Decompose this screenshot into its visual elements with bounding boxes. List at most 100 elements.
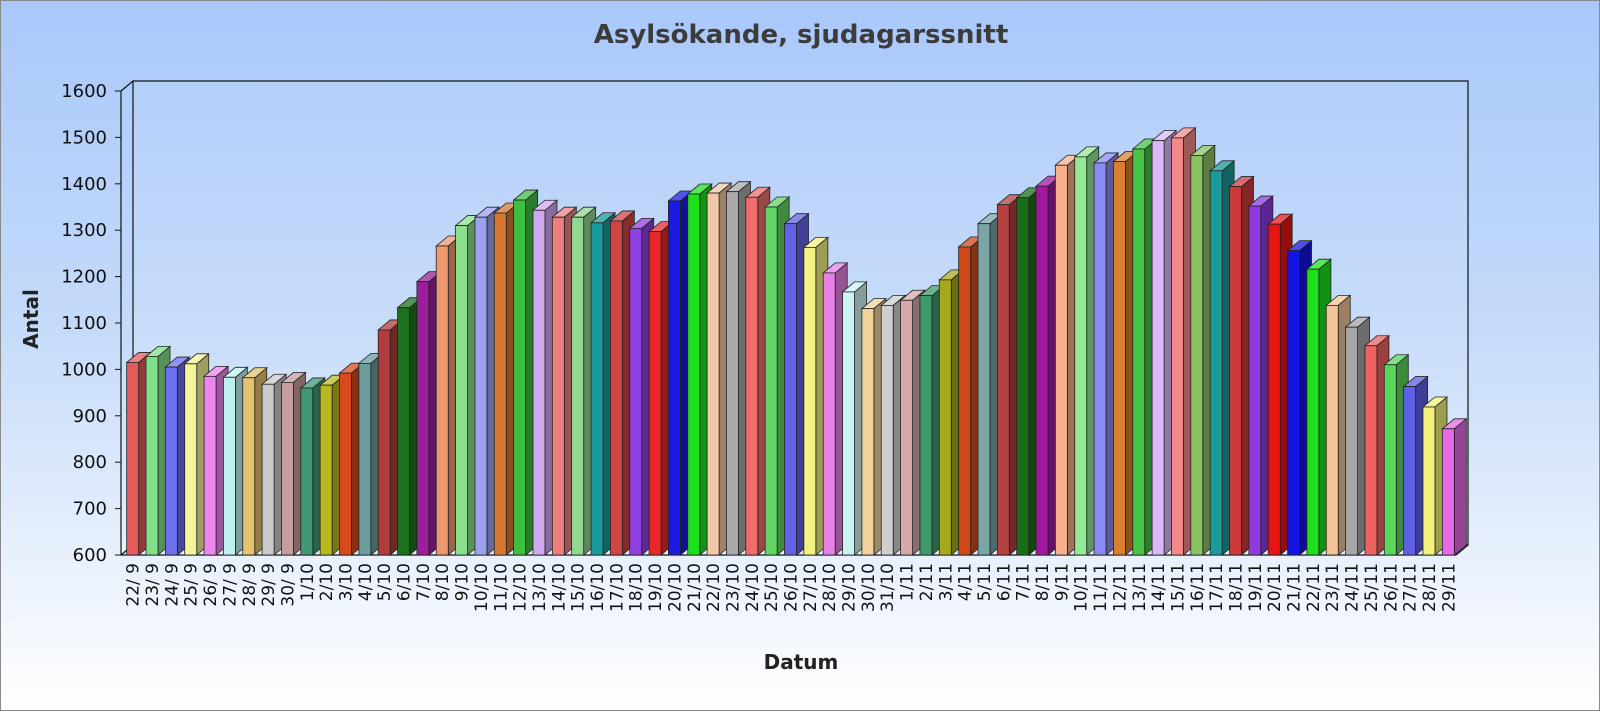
x-tick-label: 27/10 (801, 563, 821, 612)
bar-front (784, 223, 797, 556)
x-tick-label: 20/10 (665, 563, 685, 612)
bar-front (513, 199, 527, 556)
y-tick-label: 1200 (61, 267, 107, 288)
x-tick-label: 24/10 (743, 563, 763, 612)
bar-front (861, 308, 875, 556)
x-axis-label: Datum (764, 650, 839, 674)
bar-front (1345, 326, 1358, 556)
bar-front (339, 372, 352, 556)
bar-front (223, 376, 236, 556)
x-tick-label: 3/11 (936, 563, 956, 601)
x-tick-label: 19/11 (1246, 563, 1266, 612)
bar-front (493, 212, 507, 556)
y-tick-label: 1600 (61, 81, 107, 102)
x-tick-label: 27/ 9 (220, 563, 240, 607)
x-tick-label: 2/10 (317, 563, 337, 601)
x-tick-label: 21/10 (685, 563, 705, 612)
x-tick-label: 25/10 (762, 563, 782, 612)
x-tick-label: 1/11 (898, 563, 918, 601)
chart-title: Asylsökande, sjudagarssnitt (594, 20, 1009, 50)
x-tick-label: 18/10 (627, 563, 647, 612)
x-tick-label: 28/ 9 (240, 563, 260, 607)
bar-front (474, 216, 488, 556)
x-tick-label: 31/10 (878, 563, 898, 612)
y-tick-label: 900 (73, 406, 107, 427)
x-tick-label: 10/11 (1072, 563, 1092, 612)
bar-front (1113, 161, 1126, 556)
x-tick-label: 26/ 9 (201, 563, 221, 607)
x-tick-label: 16/11 (1188, 563, 1208, 612)
x-tick-label: 8/10 (433, 563, 453, 601)
bar-front (242, 377, 256, 556)
bar-front (958, 246, 972, 556)
x-tick-label: 23/ 9 (143, 563, 163, 607)
x-tick-label: 14/10 (549, 563, 569, 612)
x-tick-label: 1/10 (298, 563, 318, 601)
bar (1441, 417, 1468, 556)
bar-front (184, 363, 198, 556)
x-tick-label: 10/10 (472, 563, 492, 612)
bar-front (1016, 197, 1030, 556)
x-tick-label: 15/11 (1168, 563, 1188, 612)
x-tick-label: 8/11 (1033, 563, 1053, 601)
x-tick-label: 21/11 (1285, 563, 1305, 612)
y-tick-label: 1000 (61, 359, 107, 380)
x-tick-label: 17/10 (607, 563, 627, 612)
x-tick-label: 5/10 (375, 563, 395, 601)
bar-front (668, 200, 681, 556)
x-tick-label: 15/10 (569, 563, 589, 612)
bar-front (551, 216, 565, 556)
x-tick-label: 13/10 (530, 563, 550, 612)
bar-front (126, 362, 140, 556)
bar-side (1453, 417, 1467, 556)
x-tick-label: 28/11 (1420, 563, 1440, 612)
x-tick-label: 30/10 (859, 563, 879, 612)
x-tick-label: 9/10 (453, 563, 473, 601)
x-tick-label: 4/10 (356, 563, 376, 601)
bar-front (609, 220, 623, 556)
x-tick-label: 22/ 9 (124, 563, 144, 607)
bar-front (822, 272, 836, 556)
bar-front (803, 246, 817, 556)
bar-front (358, 362, 372, 556)
x-tick-label: 5/11 (975, 563, 995, 601)
x-tick-label: 29/ 9 (259, 563, 279, 607)
x-tick-label: 7/11 (1014, 563, 1034, 601)
x-tick-label: 22/10 (704, 563, 724, 612)
bar-front (377, 329, 391, 556)
y-tick-label: 1400 (61, 174, 107, 195)
bar-front (1151, 140, 1165, 556)
bar-front (532, 209, 546, 556)
x-tick-label: 16/10 (588, 563, 608, 612)
bar-front (590, 222, 604, 556)
y-tick-label: 1300 (61, 220, 107, 241)
bar-front (1209, 170, 1223, 556)
bar-front (1054, 164, 1068, 556)
x-tick-label: 19/10 (646, 563, 666, 612)
bar-front (1267, 223, 1281, 556)
bar-front (648, 231, 662, 556)
bar-front (938, 279, 952, 556)
x-tick-label: 18/11 (1227, 563, 1247, 612)
x-tick-label: 7/10 (414, 563, 434, 601)
bar-front (706, 192, 720, 556)
y-tick-label: 600 (73, 545, 107, 566)
x-tick-label: 22/11 (1304, 563, 1324, 612)
bars (125, 127, 1468, 556)
bar-front (1035, 185, 1049, 556)
y-axis-label: Antal (19, 289, 43, 349)
x-tick-label: 30/ 9 (278, 563, 298, 607)
y-axis-ticks: 600 700 800 900 1000 1100 1200 1300 1400 1500 1600 (61, 81, 121, 566)
bar-front (145, 356, 159, 556)
bar-front (1383, 364, 1397, 556)
bar-front (919, 295, 933, 556)
bar-front (629, 227, 643, 556)
x-tick-label: 2/11 (917, 563, 937, 601)
x-tick-label: 24/11 (1343, 563, 1363, 612)
y-tick-label: 700 (73, 499, 107, 520)
bar-front (900, 299, 913, 556)
bar-front (1403, 386, 1417, 556)
x-tick-label: 12/11 (1110, 563, 1130, 612)
x-tick-label: 9/11 (1052, 563, 1072, 601)
